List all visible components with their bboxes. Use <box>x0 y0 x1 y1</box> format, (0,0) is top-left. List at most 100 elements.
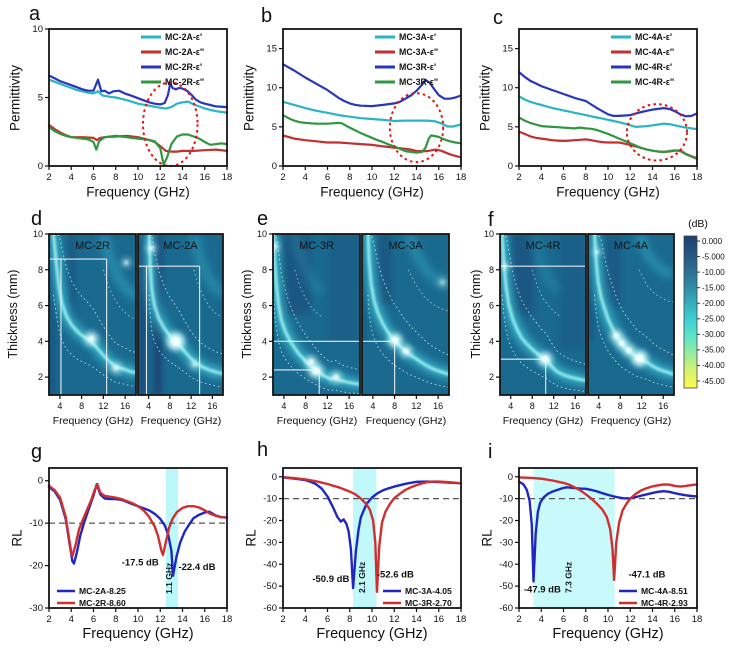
contour-dotted <box>193 269 223 319</box>
y-tick-label: 8 <box>489 265 494 275</box>
x-tick-label: 16 <box>669 172 680 183</box>
x-tick-label: 12 <box>637 401 647 411</box>
bright-spot-core <box>312 367 320 374</box>
x-tick-label: 2 <box>46 172 51 183</box>
x-tick-label: 4 <box>146 401 151 411</box>
x-axis-label-f2: Frequency (GHz) <box>590 415 672 427</box>
series-line <box>517 95 699 131</box>
series-line <box>47 74 229 109</box>
axes-frame <box>272 233 361 396</box>
x-tick-label: 10 <box>133 172 144 183</box>
bright-spot-core <box>440 280 445 285</box>
panel-f: MC-4R 4 8 12 16 2 4 6 8 10 MC-4A 4 8 12 16 <box>484 229 675 411</box>
bright-spot-core <box>88 335 95 342</box>
x-tick-label: 12 <box>155 614 166 625</box>
colorbar-tick-label: -35.00 <box>702 346 725 355</box>
highlight-ellipse <box>625 103 688 162</box>
legend-label: MC-4A-ε' <box>635 32 672 42</box>
panel-letter-d: d <box>31 208 43 230</box>
y-tick-label: 2 <box>262 372 267 382</box>
sub-label: MC-4R <box>526 240 561 252</box>
y-tick-label: 5 <box>272 122 277 133</box>
y-tick-label: -40 <box>263 559 277 570</box>
contour-dotted <box>638 269 674 303</box>
x-tick-label: 8 <box>392 401 397 411</box>
x-tick-label: 8 <box>167 401 172 411</box>
panel-letter-e: e <box>257 208 269 230</box>
y-tick-label: -20 <box>263 516 277 527</box>
dark-region <box>327 234 360 342</box>
x-tick-label: 2 <box>280 172 285 183</box>
sub-label: MC-4A <box>614 240 649 252</box>
x-tick-label: 4 <box>539 614 544 625</box>
x-tick-label: 16 <box>199 172 210 183</box>
y-tick-label: 4 <box>262 336 267 346</box>
legend-label: MC-3A-4.05 <box>405 586 452 596</box>
y-axis-label-permittivity-b: Permittivity <box>241 64 257 132</box>
x-tick-label: 16 <box>433 614 444 625</box>
sub-label: MC-3R <box>299 240 334 252</box>
y-tick-label: 5 <box>38 93 43 104</box>
y-axis-label-thickness-f: Thickness (mm) <box>469 269 483 359</box>
dark-region <box>68 234 76 333</box>
x-tick-label: 16 <box>433 172 444 183</box>
x-tick-label: 12 <box>625 614 636 625</box>
y-axis-label-thickness-e: Thickness (mm) <box>240 269 254 359</box>
panel-letter-g: g <box>31 441 43 463</box>
dark-region <box>138 234 146 395</box>
panel-letter-c: c <box>493 7 503 29</box>
panel-b: 2 4 6 8 10 12 14 16 18 0 5 10 15 MC-3A-ε' MC-3A-ε'' MC-… <box>266 28 466 183</box>
rl-min-annotation: -17.5 dB <box>122 558 159 569</box>
x-tick-label: 18 <box>692 614 703 625</box>
axes-frame <box>48 233 137 396</box>
x-tick-label: 6 <box>561 172 566 183</box>
y-tick-label: 6 <box>262 301 267 311</box>
x-tick-label: 8 <box>303 401 308 411</box>
x-axis-label-e1: Frequency (GHz) <box>276 415 358 427</box>
x-tick-label: 16 <box>570 401 580 411</box>
legend-label: MC-4R-ε'' <box>635 77 674 87</box>
series-line <box>281 114 463 154</box>
x-axis-label-i: Frequency (GHz) <box>552 626 664 642</box>
y-tick-label: 2 <box>489 372 494 382</box>
bright-spot-core <box>149 246 154 251</box>
bright-spot-core <box>403 348 409 354</box>
ridge2-glow <box>190 234 223 298</box>
contour-dotted <box>531 269 560 316</box>
y-tick-label: 0 <box>508 472 513 483</box>
legend-label: MC-2A-ε'' <box>165 47 204 57</box>
x-tick-label: 4 <box>596 401 601 411</box>
panel-letter-b: b <box>261 5 273 27</box>
panel-i: 2 4 6 8 10 12 14 16 18 0 -10 -20 -30 -40 -50 -60 -47.9 d… <box>499 467 703 625</box>
series-line <box>281 476 463 590</box>
x-tick-label: 18 <box>222 614 233 625</box>
colorbar-gradient <box>683 235 698 389</box>
x-tick-label: 2 <box>516 614 521 625</box>
x-tick-label: 18 <box>456 614 467 625</box>
series-line <box>47 482 229 558</box>
y-tick-label: 10 <box>33 229 43 239</box>
y-tick-label: 0 <box>38 476 43 487</box>
legend-label: MC-3R-2.70 <box>405 598 452 608</box>
x-tick-label: 14 <box>411 614 422 625</box>
panel-letter-h: h <box>257 439 269 461</box>
y-tick-label: 6 <box>38 301 43 311</box>
colorbar-tick-label: -45.00 <box>702 377 725 386</box>
series-line <box>517 476 699 581</box>
y-axis-label-rl-h: RL <box>243 529 259 547</box>
contour-dotted <box>273 234 360 371</box>
heatmap-MC-4A <box>588 234 674 395</box>
x-tick-label: 8 <box>583 172 588 183</box>
x-tick-label: 16 <box>344 401 354 411</box>
x-tick-label: 12 <box>186 401 196 411</box>
x-tick-label: 10 <box>367 172 378 183</box>
heatmap-MC-3R <box>273 234 360 395</box>
x-tick-label: 6 <box>91 172 96 183</box>
contour-dotted <box>53 234 136 353</box>
legend-label: MC-4A-ε'' <box>635 47 674 57</box>
x-tick-label: 2 <box>516 172 521 183</box>
contour-dotted <box>102 269 136 321</box>
bright-spot-core <box>333 374 339 380</box>
contour-dotted <box>52 294 136 387</box>
